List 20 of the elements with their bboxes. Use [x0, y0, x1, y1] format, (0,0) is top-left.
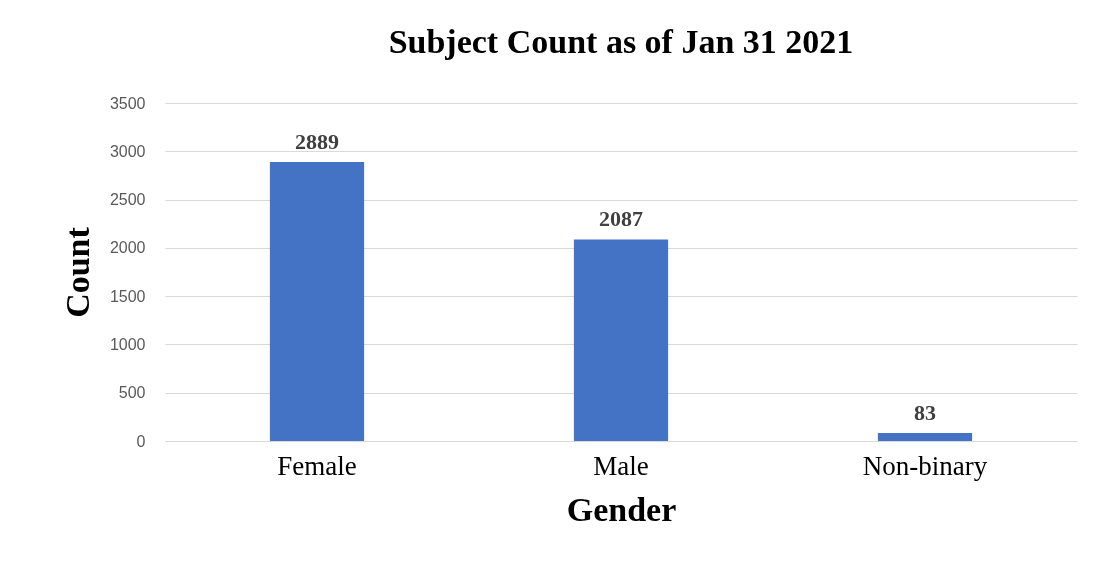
y-tick-label: 3000 — [109, 142, 146, 160]
y-tick-label: 1000 — [109, 335, 146, 353]
x-tick-label: Female — [277, 450, 357, 481]
y-tick-label: 0 — [136, 432, 146, 450]
bar — [877, 432, 973, 441]
data-label: 2889 — [295, 129, 339, 155]
chart-title: Subject Count as of Jan 31 2021 — [388, 23, 854, 60]
y-tick-label: 1500 — [109, 287, 146, 305]
y-tick-label: 2000 — [109, 239, 146, 257]
y-axis-title: Count — [58, 226, 96, 318]
x-tick-label: Non-binary — [862, 450, 988, 481]
y-tick-label: 2500 — [109, 191, 146, 209]
x-axis-title: Gender — [566, 490, 677, 528]
data-label: 83 — [914, 399, 936, 425]
bar — [269, 162, 365, 441]
bar — [573, 239, 669, 441]
y-tick-label: 500 — [118, 384, 146, 402]
x-tick-label: Male — [593, 450, 649, 481]
data-label: 2087 — [599, 206, 643, 232]
y-tick-label: 3500 — [109, 94, 146, 112]
